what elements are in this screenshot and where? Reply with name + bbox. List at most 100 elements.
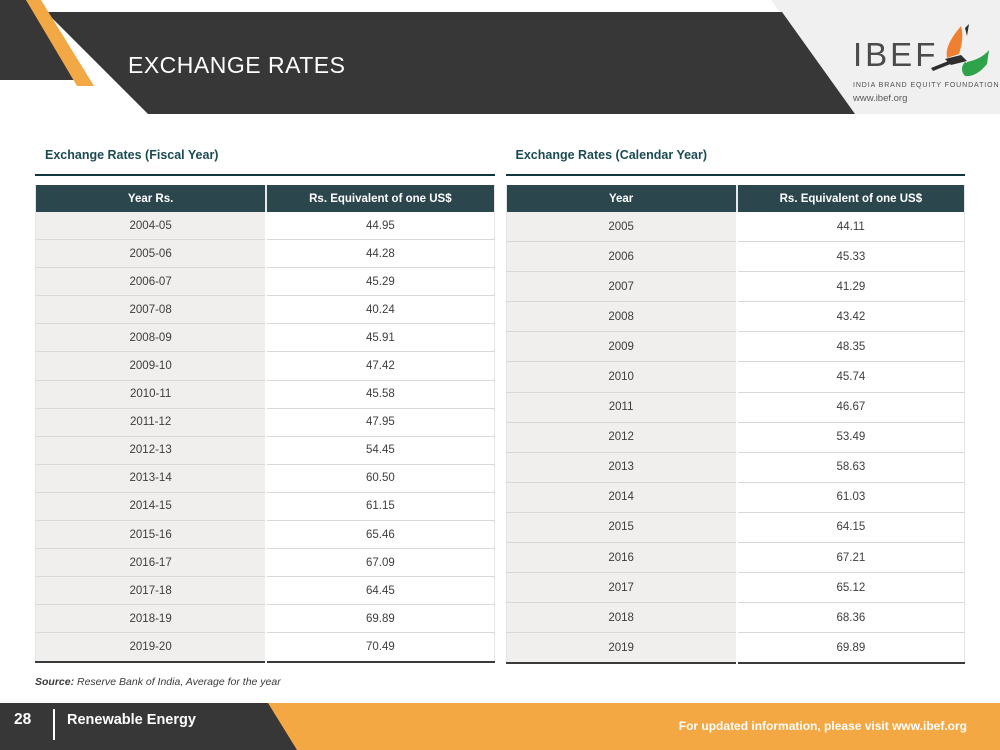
- calendar-year-table: Year Rs. Equivalent of one US$ 2005 44.1…: [505, 185, 965, 665]
- value-cell: 45.91: [266, 323, 494, 353]
- fiscal-year-table: Year Rs. Rs. Equivalent of one US$ 2004-…: [35, 185, 495, 663]
- value-cell: 47.95: [266, 408, 494, 437]
- footer-separator: [53, 709, 55, 740]
- table-row: 2008-09 45.91: [35, 323, 494, 353]
- footer-section-title: Renewable Energy: [67, 712, 196, 728]
- table-row: 2015 64.15: [506, 512, 965, 544]
- calendar-year-column-header: Year: [506, 185, 738, 212]
- table-row: 2017 65.12: [506, 572, 965, 604]
- table-row: 2018 68.36: [506, 602, 965, 634]
- year-cell: 2013-14: [35, 464, 268, 493]
- source-text: Reserve Bank of India, Average for the y…: [74, 676, 281, 688]
- table-row: 2016 67.21: [506, 542, 965, 574]
- table-row: 2008 43.42: [506, 301, 965, 333]
- year-cell: 2009-10: [35, 351, 268, 381]
- source-label: Source:: [35, 676, 75, 688]
- calendar-value-column-header: Rs. Equivalent of one US$: [736, 185, 965, 212]
- content-area: Exchange Rates (Fiscal Year) Year Rs. Rs…: [35, 148, 965, 665]
- ibef-logo-bird-icon: [931, 24, 989, 77]
- ibef-logo-website: www.ibef.org: [853, 93, 908, 104]
- fiscal-table-title: Exchange Rates (Fiscal Year): [45, 148, 219, 162]
- year-cell: 2009: [506, 331, 738, 363]
- table-row: 2005-06 44.28: [35, 239, 494, 269]
- value-cell: 67.21: [736, 542, 965, 574]
- year-cell: 2016-17: [35, 548, 268, 578]
- value-cell: 54.45: [266, 436, 494, 465]
- year-cell: 2016: [506, 542, 738, 574]
- table-row: 2017-18 64.45: [35, 576, 494, 606]
- value-cell: 70.49: [266, 632, 494, 662]
- table-row: 2006-07 45.29: [35, 267, 494, 297]
- fiscal-year-column-header: Year Rs.: [35, 185, 268, 212]
- table-row: 2015-16 65.46: [35, 520, 494, 550]
- table-row: 2010 45.74: [506, 361, 965, 393]
- year-cell: 2013: [506, 452, 738, 483]
- value-cell: 43.42: [736, 301, 965, 333]
- calendar-header-row: Year Rs. Equivalent of one US$: [506, 185, 965, 212]
- table-row: 2013 58.63: [506, 452, 965, 483]
- footer-info-link[interactable]: For updated information, please visit ww…: [678, 719, 967, 733]
- value-cell: 58.63: [736, 452, 965, 483]
- year-cell: 2019-20: [35, 632, 268, 662]
- value-cell: 45.74: [736, 361, 965, 393]
- year-cell: 2018-19: [35, 604, 268, 634]
- year-cell: 2011-12: [35, 408, 268, 437]
- year-cell: 2012-13: [35, 436, 268, 465]
- table-row: 2014-15 61.15: [35, 492, 494, 522]
- table-row: 2016-17 67.09: [35, 548, 494, 578]
- year-cell: 2006-07: [35, 267, 268, 297]
- year-cell: 2010: [506, 361, 738, 393]
- value-cell: 40.24: [266, 295, 494, 325]
- value-cell: 45.33: [736, 241, 965, 273]
- table-row: 2007-08 40.24: [35, 295, 494, 325]
- year-cell: 2005-06: [35, 239, 268, 269]
- year-cell: 2004-05: [35, 212, 268, 241]
- year-cell: 2007: [506, 271, 738, 303]
- table-row: 2004-05 44.95: [35, 212, 494, 241]
- year-cell: 2014: [506, 482, 738, 513]
- calendar-title-rule: [505, 174, 965, 176]
- page-number: 28: [14, 711, 32, 728]
- value-cell: 67.09: [266, 548, 494, 578]
- value-cell: 61.15: [266, 492, 494, 522]
- value-cell: 47.42: [266, 351, 494, 381]
- value-cell: 45.29: [266, 267, 494, 297]
- value-cell: 65.46: [266, 520, 494, 550]
- year-cell: 2007-08: [35, 295, 268, 325]
- table-row: 2010-11 45.58: [35, 380, 494, 409]
- value-cell: 60.50: [266, 464, 494, 493]
- year-cell: 2011: [506, 392, 738, 423]
- table-row: 2019-20 70.49: [35, 632, 494, 662]
- table-row: 2014 61.03: [506, 482, 965, 513]
- year-cell: 2015-16: [35, 520, 268, 550]
- value-cell: 65.12: [736, 572, 965, 604]
- value-cell: 64.45: [266, 576, 494, 606]
- year-cell: 2012: [506, 422, 738, 453]
- footer-dark-bar: [0, 703, 297, 750]
- table-row: 2018-19 69.89: [35, 604, 494, 634]
- year-cell: 2017-18: [35, 576, 268, 606]
- table-row: 2011 46.67: [506, 392, 965, 423]
- table-row: 2019 69.89: [506, 632, 965, 664]
- year-cell: 2006: [506, 241, 738, 273]
- year-cell: 2010-11: [35, 380, 268, 409]
- source-note: Source: Reserve Bank of India, Average f…: [35, 676, 281, 688]
- calendar-year-section: Exchange Rates (Calendar Year) Year Rs. …: [505, 148, 965, 665]
- value-cell: 68.36: [736, 602, 965, 634]
- fiscal-year-section: Exchange Rates (Fiscal Year) Year Rs. Rs…: [35, 148, 495, 664]
- year-cell: 2008: [506, 301, 738, 333]
- year-cell: 2015: [506, 512, 738, 544]
- value-cell: 41.29: [736, 271, 965, 303]
- fiscal-header-row: Year Rs. Rs. Equivalent of one US$: [35, 185, 494, 212]
- table-row: 2012-13 54.45: [35, 436, 494, 465]
- table-row: 2005 44.11: [506, 212, 965, 243]
- value-cell: 69.89: [266, 604, 494, 634]
- year-cell: 2005: [506, 212, 738, 243]
- calendar-table-title: Exchange Rates (Calendar Year): [515, 148, 708, 162]
- value-cell: 45.58: [266, 380, 494, 409]
- value-cell: 44.28: [266, 239, 494, 269]
- ibef-logo-tagline: INDIA BRAND EQUITY FOUNDATION: [853, 82, 1000, 89]
- table-row: 2009 48.35: [506, 331, 965, 363]
- value-cell: 46.67: [736, 392, 965, 423]
- value-cell: 44.95: [266, 212, 494, 241]
